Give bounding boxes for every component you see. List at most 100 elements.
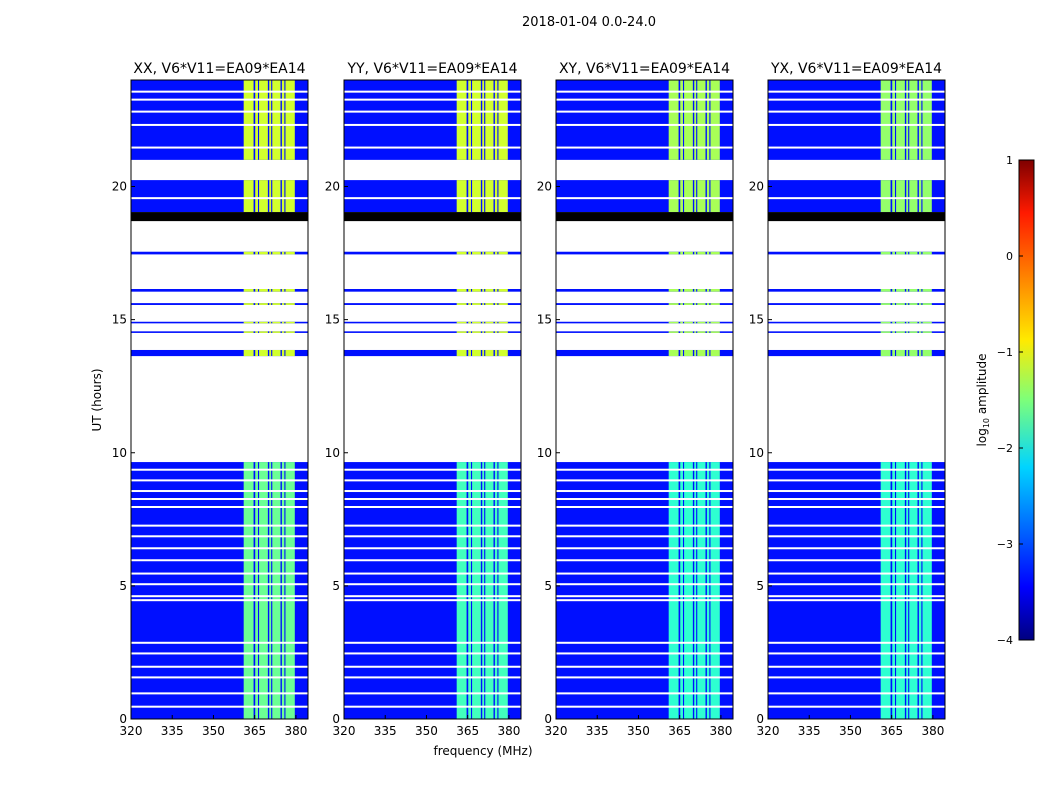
panel-title: XX, V6*V11=EA09*EA14 (133, 61, 305, 77)
gap-line (344, 641, 521, 644)
x-tick-label: 335 (586, 724, 609, 738)
data-block (556, 303, 733, 305)
gap-line (768, 572, 945, 575)
gap-line (556, 535, 733, 538)
rfi-band-cell (906, 303, 909, 305)
rfi-band-cell (468, 303, 471, 305)
y-tick-label: 0 (332, 712, 340, 726)
rfi-band-cell (922, 462, 932, 719)
gap-line (344, 146, 521, 149)
gap-line (131, 599, 308, 602)
rfi-band-cell (909, 180, 918, 213)
rfi-band-cell (706, 80, 710, 160)
rfi-band-cell (255, 251, 258, 255)
rfi-band-cell (482, 303, 485, 305)
rfi-band-cell (896, 462, 905, 719)
rfi-band-cell (281, 303, 285, 305)
gap-line (768, 123, 945, 126)
rfi-band-cell (269, 462, 272, 719)
rfi-band-cell (498, 462, 508, 719)
rfi-band-cell (697, 251, 706, 255)
gap-line (344, 595, 521, 598)
rfi-band-cell (243, 321, 254, 324)
rfi-band-cell (468, 289, 471, 292)
rfi-band-cell (259, 331, 268, 333)
panel-1: YY, V6*V11=EA09*EA14 320 335 350 365 380 0 5 10 1… (325, 61, 522, 738)
rfi-band-cell (269, 289, 272, 292)
rfi-band-cell (259, 80, 268, 160)
data-block (344, 321, 521, 324)
data-block (344, 180, 521, 213)
gap-line (556, 559, 733, 562)
data-block (131, 303, 308, 305)
rfi-band-cell (269, 303, 272, 305)
rfi-band-cell (285, 80, 295, 160)
gap-line (344, 123, 521, 126)
rfi-band-cell (694, 80, 697, 160)
x-tick-label: 380 (921, 724, 944, 738)
y-tick-label: 10 (537, 446, 552, 460)
rfi-band-cell (694, 289, 697, 292)
gap-line (131, 665, 308, 668)
gap-line (556, 599, 733, 602)
rfi-band-cell (281, 462, 285, 719)
rfi-band-cell (906, 349, 909, 357)
gap-line (131, 506, 308, 508)
gap-line (131, 652, 308, 655)
rfi-band-cell (680, 289, 683, 292)
rfi-band-cell (255, 462, 258, 719)
data-block (344, 289, 521, 292)
rfi-band-cell (494, 349, 498, 357)
gap-line (768, 498, 945, 501)
gap-line (344, 599, 521, 602)
panel-2: XY, V6*V11=EA09*EA14 320 335 350 365 380 0 5 10 1… (537, 61, 734, 738)
data-block (344, 349, 521, 357)
rfi-band-cell (498, 349, 508, 357)
x-tick-label: 320 (545, 724, 568, 738)
x-tick-label: 380 (497, 724, 520, 738)
rfi-band-cell (697, 80, 706, 160)
gap-line (556, 98, 733, 101)
gap-line (768, 652, 945, 655)
x-tick-label: 350 (415, 724, 438, 738)
gap-line (344, 705, 521, 708)
colorbar-gradient (1018, 159, 1035, 641)
rfi-band-cell (269, 80, 272, 160)
rfi-band-cell (468, 331, 471, 333)
gap-line (556, 506, 733, 508)
rfi-band-cell (909, 289, 918, 292)
rfi-band-cell (255, 321, 258, 324)
gap-line (556, 197, 733, 200)
gap-line (556, 90, 733, 93)
y-tick-label: 5 (544, 579, 552, 593)
flagged-block (131, 212, 308, 222)
rfi-band-cell (706, 180, 710, 213)
gap-line (768, 665, 945, 668)
rfi-band-cell (482, 289, 485, 292)
rfi-band-cell (896, 349, 905, 357)
rfi-band-cell (482, 349, 485, 357)
data-block (768, 462, 945, 719)
rfi-band-cell (909, 303, 918, 305)
gap-line (556, 572, 733, 575)
data-block (768, 331, 945, 333)
rfi-band-cell (285, 349, 295, 357)
gap-line (344, 583, 521, 586)
rfi-band-cell (706, 303, 710, 305)
panel-title: YY, V6*V11=EA09*EA14 (346, 61, 517, 77)
rfi-band-cell (468, 180, 471, 213)
data-block (344, 251, 521, 255)
data-block (556, 331, 733, 333)
rfi-band-cell (482, 180, 485, 213)
rfi-band-cell (668, 462, 679, 719)
y-tick-label: 15 (749, 313, 764, 327)
gap-line (556, 547, 733, 550)
rfi-band-cell (922, 303, 932, 305)
rfi-band-cell (456, 180, 467, 213)
data-block (768, 321, 945, 324)
rfi-band-cell (710, 289, 720, 292)
data-block (768, 303, 945, 305)
rfi-band-cell (259, 289, 268, 292)
rfi-band-cell (456, 462, 467, 719)
rfi-band-cell (498, 331, 508, 333)
